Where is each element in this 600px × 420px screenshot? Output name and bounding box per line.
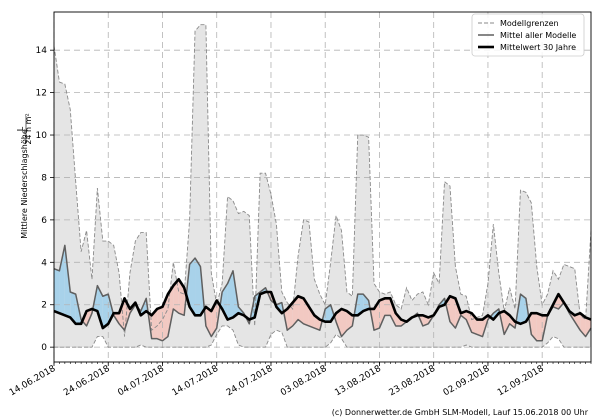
x-tick-label: 14.06.2018 [8,364,58,399]
y-tick-label: 4 [41,258,47,268]
series-line-lower-bound [54,325,591,348]
legend-label: Modellgrenzen [500,19,559,28]
legend: Modellgrenzen Mittel aller Modelle Mittelw… [471,13,585,57]
y-tick-label: 2 [41,301,47,311]
trockener-fill-segment [536,313,543,341]
x-tick-label: 02.09.2018 [442,364,492,399]
y-tick-label: 14 [36,46,48,56]
wetter-fill-segment [227,270,233,320]
wetter-fill-segment [97,285,103,329]
trockener-fill-segment [531,313,537,341]
trockener-fill-segment [308,306,315,329]
wetter-fill-segment [195,258,201,316]
y-axis-unit-numerator: L [16,126,25,131]
wetter-fill-segment [363,294,369,312]
trockener-fill-segment [504,311,510,335]
legend-label: Mittel aller Modelle [500,31,576,40]
trockener-fill-segment [151,308,158,339]
y-tick-label: 12 [36,89,47,99]
y-tick-label: 8 [41,173,47,183]
trockener-fill-segment [477,319,483,337]
y-axis-unit-denominator: 24 h m² [24,113,33,144]
trockener-fill-segment [157,306,163,341]
model-envelope-band [54,24,591,348]
trockener-fill-segment [379,298,385,329]
trockener-fill-segment [124,298,130,331]
x-tick-label: 13.08.2018 [333,364,383,399]
y-axis-label-text: Mittlere Niederschlagshöhe [20,129,29,239]
x-tick-label: 23.08.2018 [388,364,438,399]
wetter-fill-segment [520,294,526,324]
trockener-fill-segment [178,279,185,316]
series-line-climatology [53,277,592,330]
x-tick-label: 24.06.2018 [62,364,112,399]
wetter-fill-segment [54,268,60,314]
y-axis-label: Mittlere Niederschlagshöhe L 24 h m² [16,113,33,238]
plot-frame [53,11,592,363]
x-tick-label: 03.08.2018 [279,364,329,399]
y-tick-label: 0 [41,343,47,353]
legend-box [471,13,585,57]
plot-area [53,12,592,362]
wetter-fill-segment [70,292,76,324]
wetter-fill-segment [59,245,65,316]
trockener-fill-segment [336,308,342,337]
trockener-fill-segment [205,306,212,337]
legend-label: Mittelwert 30 Jahre [500,43,576,52]
x-tick-label: 12.09.2018 [496,364,546,399]
trockener-fill-segment [585,317,591,337]
trockener-fill-segment [574,313,581,331]
trockener-fill-segment [384,298,391,316]
y-tick-label: 10 [36,131,48,141]
series-line-upper-bound [53,24,592,337]
trockener-fill-segment [341,308,347,337]
wetter-fill-segment [357,294,364,316]
wetter-fill-segment [325,304,331,322]
trockener-fill-segment [298,296,304,324]
x-tick-label: 24.07.2018 [225,364,275,399]
x-tick-label: 04.07.2018 [116,364,166,399]
trockener-fill-segment [449,296,456,329]
trockener-fill-segment [466,311,472,333]
trockener-fill-segment [292,296,299,326]
y-tick-label: 6 [41,216,47,226]
trockener-fill-segment [287,302,293,331]
credit-text: (c) Donnerwetter.de GmbH SLM-Modell, Lau… [331,408,588,417]
trockener-fill-segment [167,285,174,337]
x-tick-label: 14.07.2018 [171,364,221,399]
wetter-fill-segment [102,294,109,329]
wetter-fill-segment [189,258,196,316]
